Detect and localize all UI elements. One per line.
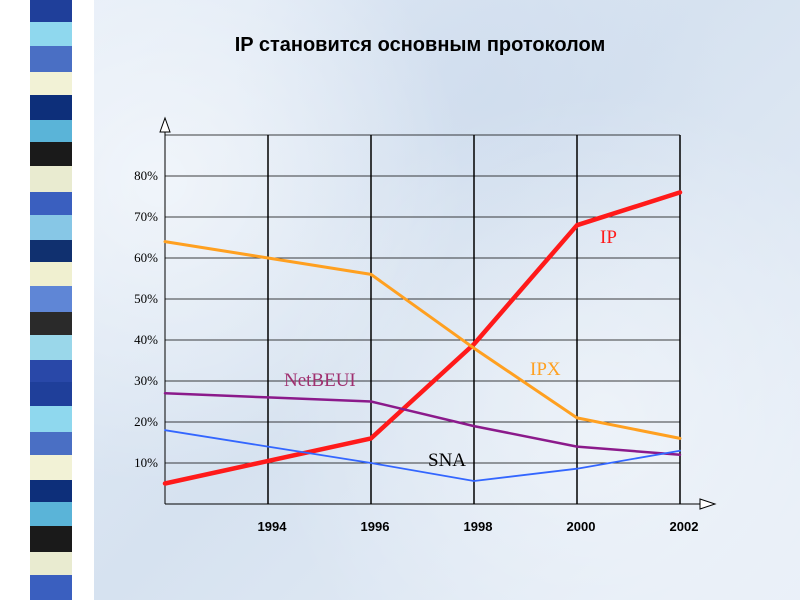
y-tick-label: 60% (134, 250, 158, 265)
y-tick-labels: 10% 20% 30% 40% 50% 60% 70% 80% (134, 168, 158, 470)
stripe-segment (30, 72, 72, 95)
stripe-segment (30, 312, 72, 335)
y-tick-label: 20% (134, 414, 158, 429)
stripe-segment (30, 526, 72, 552)
y-tick-label: 40% (134, 332, 158, 347)
y-tick-label: 10% (134, 455, 158, 470)
series-label-ip: IP (600, 227, 617, 248)
y-tick-label: 70% (134, 209, 158, 224)
stripe-segment (30, 360, 72, 382)
x-axis-arrow (699, 498, 717, 510)
y-tick-label: 80% (134, 168, 158, 183)
x-tick-label: 1994 (258, 519, 288, 534)
stripe-segment (30, 480, 72, 502)
stripe-segment (30, 432, 72, 455)
y-tick-label: 30% (134, 373, 158, 388)
stripe-segment (30, 166, 72, 192)
y-axis-arrow (159, 116, 171, 133)
series-line-ipx (163, 240, 682, 440)
stripe-segment (30, 575, 72, 600)
stripe-segment (30, 0, 72, 22)
series-line-ip (162, 190, 683, 486)
x-tick-label: 2002 (670, 519, 699, 534)
decorative-stripes (30, 0, 72, 600)
series-line-sna (164, 429, 681, 482)
series-label-netbeui: NetBEUI (284, 370, 356, 391)
series-label-sna: SNA (428, 450, 466, 471)
stripe-segment (30, 552, 72, 575)
series-line-netbeui (163, 392, 682, 457)
y-tick-label: 50% (134, 291, 158, 306)
x-tick-label: 1996 (361, 519, 390, 534)
chart-axes (159, 116, 717, 510)
x-tick-labels: 1994 1996 1998 2000 2002 (258, 519, 699, 534)
stripe-segment (30, 286, 72, 312)
stripe-segment (30, 406, 72, 432)
x-tick-label: 1998 (464, 519, 493, 534)
stripe-segment (30, 95, 72, 120)
stripe-segment (30, 142, 72, 166)
stripe-segment (30, 192, 72, 215)
stripe-segment (30, 455, 72, 480)
slide-title: IP становится основным протоколом (234, 34, 606, 56)
stripe-segment (30, 215, 72, 240)
stripe-segment (30, 262, 72, 286)
x-tick-label: 2000 (567, 519, 596, 534)
stripe-segment (30, 335, 72, 360)
stripe-segment (30, 502, 72, 526)
stripe-segment (30, 22, 72, 46)
stripe-segment (30, 120, 72, 142)
stripe-segment (30, 46, 72, 72)
series-lines (162, 190, 683, 486)
stripe-segment (30, 240, 72, 262)
series-labels: IP IPX NetBEUI SNA (284, 227, 617, 471)
series-label-ipx: IPX (530, 359, 561, 380)
left-panel (0, 0, 94, 600)
stripe-segment (30, 382, 72, 406)
